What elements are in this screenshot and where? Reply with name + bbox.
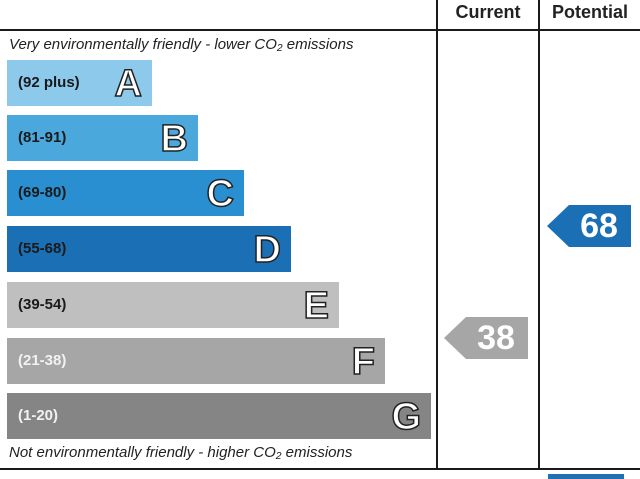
header-divider [0, 29, 640, 31]
bottom-note: Not environmentally friendly - higher CO… [9, 444, 353, 461]
potential-rating-value: 68 [580, 207, 618, 245]
potential-column-border [538, 0, 540, 470]
potential-column-header: Potential [551, 2, 628, 22]
band-range-label: (69-80) [18, 184, 67, 201]
current-rating-arrow: 38 [444, 317, 528, 359]
rating-band-g: (1-20) G [7, 393, 431, 439]
band-letter: D [253, 228, 282, 272]
band-range-label: (92 plus) [18, 74, 80, 91]
band-range-label: (1-20) [18, 407, 59, 424]
current-column-border [436, 0, 438, 470]
band-letter: F [351, 340, 376, 384]
band-range-label: (55-68) [18, 240, 67, 257]
band-letter: C [206, 172, 235, 216]
band-letter: B [160, 117, 189, 161]
bottom-border [0, 468, 640, 470]
bottom-accent [548, 474, 624, 479]
band-letter: A [114, 62, 143, 106]
band-range-label: (81-91) [18, 129, 67, 146]
rating-band-f: (21-38) F [7, 338, 385, 384]
rating-band-c: (69-80) C [7, 170, 244, 216]
rating-band-a: (92 plus) A [7, 60, 152, 106]
current-rating-value: 38 [477, 319, 515, 357]
band-range-label: (21-38) [18, 352, 67, 369]
current-column-header: Current [455, 2, 521, 22]
rating-band-b: (81-91) B [7, 115, 198, 161]
band-letter: E [303, 284, 330, 328]
rating-band-e: (39-54) E [7, 282, 339, 328]
band-letter: G [391, 395, 422, 439]
band-range-label: (39-54) [18, 296, 67, 313]
top-note: Very environmentally friendly - lower CO… [9, 36, 354, 53]
potential-rating-arrow: 68 [547, 205, 631, 247]
rating-band-d: (55-68) D [7, 226, 291, 272]
